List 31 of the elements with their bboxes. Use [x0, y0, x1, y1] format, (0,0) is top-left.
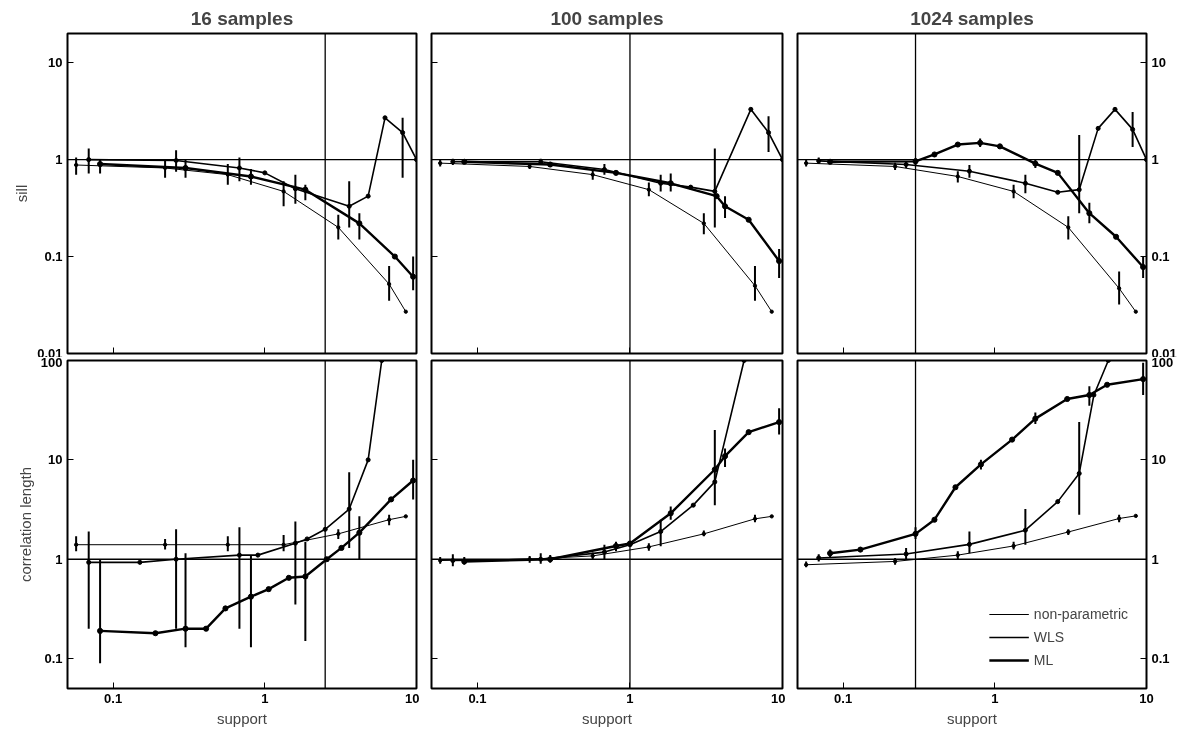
y-tick-label: 10: [1151, 452, 1166, 468]
chart-title: 100 samples: [550, 7, 664, 29]
y-axis-title: sill: [13, 184, 31, 203]
y-axis-title: correlation length: [16, 466, 34, 583]
x-tick-label: 1: [626, 690, 634, 706]
y-tick-label: 10: [48, 452, 63, 468]
x-axis-title: support: [216, 709, 268, 727]
x-tick-label: 1: [261, 690, 269, 706]
y-tick-label: 0.1: [1151, 249, 1170, 265]
x-tick-label: 0.1: [834, 690, 853, 706]
x-axis-title: support: [581, 709, 633, 727]
y-tick-label: 10: [48, 55, 63, 71]
x-tick-label: 0.1: [104, 690, 123, 706]
y-tick-label: 1: [1151, 152, 1159, 168]
x-tick-label: 10: [771, 690, 786, 706]
legend-label: WLS: [1033, 629, 1065, 645]
y-tick-label: 1: [55, 551, 63, 567]
x-tick-label: 10: [405, 690, 420, 706]
legend-label: non-parametric: [1033, 606, 1128, 622]
legend-label: ML: [1033, 652, 1054, 668]
x-axis-title: support: [946, 709, 998, 727]
y-tick-label: 0.1: [44, 651, 63, 667]
y-tick-label: 0.1: [44, 249, 63, 265]
x-tick-label: 0.1: [468, 690, 487, 706]
y-tick-label: 1: [1151, 551, 1159, 567]
y-tick-label: 1: [55, 152, 63, 168]
x-tick-label: 1: [991, 690, 999, 706]
y-tick-label: 10: [1151, 55, 1166, 71]
chart-title: 16 samples: [190, 7, 294, 29]
chart-title: 1024 samples: [910, 7, 1034, 29]
y-tick-label: 0.1: [1151, 651, 1170, 667]
